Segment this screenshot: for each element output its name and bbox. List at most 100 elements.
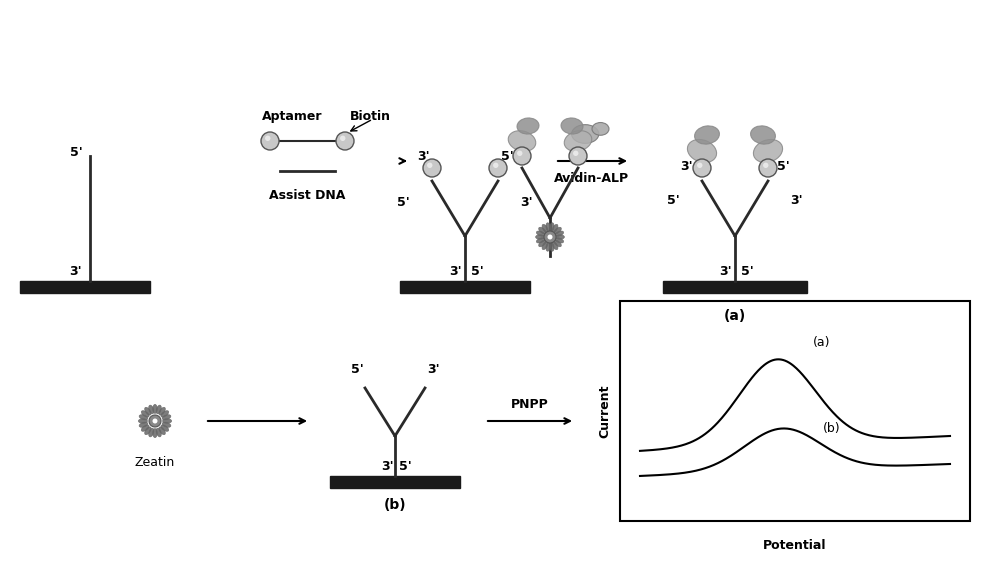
Ellipse shape [156,405,161,414]
Ellipse shape [552,241,558,249]
Circle shape [548,234,552,240]
Text: 3': 3' [381,460,393,473]
Text: 5': 5' [70,146,82,159]
Text: 5': 5' [741,265,753,278]
Ellipse shape [508,131,536,151]
Ellipse shape [161,411,169,417]
Ellipse shape [549,223,554,232]
Text: 5': 5' [397,196,410,210]
Text: Potential: Potential [763,539,827,552]
Circle shape [517,150,522,156]
Ellipse shape [561,118,583,134]
Text: 3': 3' [719,265,731,278]
Ellipse shape [139,415,148,420]
Ellipse shape [162,415,171,420]
Ellipse shape [163,419,172,423]
Circle shape [513,147,531,165]
Ellipse shape [552,225,558,233]
Text: 3': 3' [680,161,693,173]
Circle shape [427,162,432,168]
Text: (a): (a) [812,336,830,349]
Ellipse shape [149,405,154,414]
Ellipse shape [153,404,157,414]
Ellipse shape [153,429,157,438]
Ellipse shape [549,242,554,251]
Ellipse shape [162,422,171,427]
Ellipse shape [695,126,719,144]
Ellipse shape [572,124,599,143]
Ellipse shape [687,139,717,162]
Ellipse shape [546,242,551,251]
Ellipse shape [536,231,545,236]
Ellipse shape [751,126,775,144]
Circle shape [544,231,556,243]
Circle shape [340,135,345,141]
Circle shape [569,147,587,165]
Circle shape [336,132,354,150]
Text: 3': 3' [70,265,82,278]
Text: Zeatin: Zeatin [135,456,175,469]
Ellipse shape [555,238,564,243]
Text: 3': 3' [427,363,439,376]
Text: 3': 3' [417,150,429,163]
Circle shape [493,162,498,168]
Ellipse shape [542,225,548,233]
Circle shape [265,135,270,141]
Text: 5': 5' [777,161,790,173]
Text: Assist DNA: Assist DNA [269,189,346,202]
Ellipse shape [546,223,551,232]
Ellipse shape [539,228,546,234]
Text: 5': 5' [667,195,680,207]
Ellipse shape [539,240,546,247]
Ellipse shape [161,425,169,431]
Text: (b): (b) [823,422,841,435]
Text: PNPP: PNPP [511,398,549,411]
Text: Avidin-ALP: Avidin-ALP [554,172,630,185]
Ellipse shape [156,428,161,437]
Ellipse shape [141,411,149,417]
Ellipse shape [536,238,545,243]
Ellipse shape [555,231,564,236]
Circle shape [693,159,711,177]
Ellipse shape [141,425,149,431]
Circle shape [261,132,279,150]
Text: 5': 5' [471,265,483,278]
Text: Current: Current [598,384,612,438]
FancyBboxPatch shape [20,281,150,293]
Ellipse shape [138,419,147,423]
Ellipse shape [145,427,151,435]
Text: Aptamer: Aptamer [262,110,323,123]
Ellipse shape [592,123,609,135]
Circle shape [152,419,158,423]
Text: (b): (b) [384,498,406,512]
Text: 3': 3' [520,196,533,210]
Circle shape [697,162,702,168]
Text: 5': 5' [351,363,363,376]
FancyBboxPatch shape [620,301,970,521]
Circle shape [149,415,161,427]
Circle shape [763,162,768,168]
Ellipse shape [555,235,564,239]
Circle shape [489,159,507,177]
Ellipse shape [139,422,148,427]
Ellipse shape [145,407,151,415]
Ellipse shape [753,139,783,162]
Text: Biotin: Biotin [350,110,391,123]
Circle shape [423,159,441,177]
Ellipse shape [554,228,561,234]
Ellipse shape [149,428,154,437]
Text: 5': 5' [501,150,513,163]
Ellipse shape [159,427,165,435]
Text: 5': 5' [399,460,411,473]
Text: 3': 3' [449,265,461,278]
FancyBboxPatch shape [330,476,460,488]
Text: 3': 3' [790,195,803,207]
Text: (a): (a) [724,309,746,323]
Circle shape [759,159,777,177]
Ellipse shape [542,241,548,249]
Ellipse shape [554,240,561,247]
FancyBboxPatch shape [400,281,530,293]
FancyBboxPatch shape [662,281,807,293]
Circle shape [573,150,578,156]
Ellipse shape [517,118,539,134]
